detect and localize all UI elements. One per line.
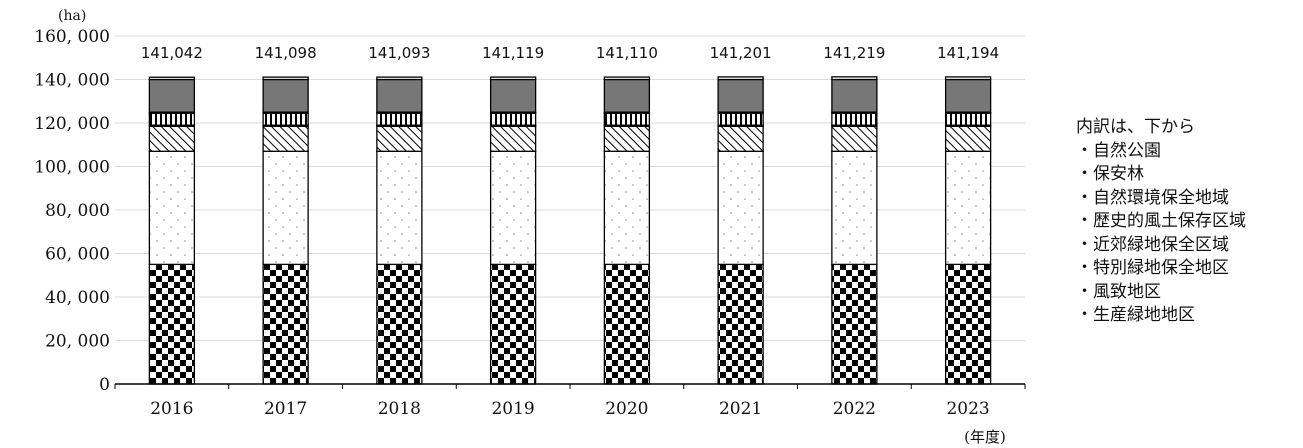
bar-segment-2016-1: [148, 150, 196, 266]
bar-segment-2017-7: [262, 76, 309, 81]
x-axis-unit: (年度): [964, 428, 1006, 446]
bar-segment-2020-6: [603, 78, 651, 113]
bar-segment-2021-4: [717, 112, 764, 126]
legend-item-protection-forest: ・保安林: [1076, 164, 1144, 184]
total-label-2018: 141,093: [368, 44, 430, 62]
bar-segment-2019-6: [489, 78, 537, 113]
bar-segment-2018-7: [376, 76, 423, 81]
bar-segment-2022-0: [831, 263, 878, 385]
x-tick-label-2016: 2016: [150, 399, 193, 419]
bar-segment-2018-0: [376, 263, 423, 385]
y-tick-label: 160, 000: [34, 27, 110, 47]
bar-segment-2020-7: [603, 76, 651, 81]
legend-item-historic-landscape-area: ・歴史的風土保存区域: [1076, 211, 1246, 231]
bar-segment-2016-4: [148, 112, 196, 126]
total-label-2020: 141,110: [596, 44, 658, 62]
y-tick-label: 120, 000: [34, 114, 110, 134]
bar-segment-2017-0: [262, 263, 309, 385]
legend-item-special-green-district: ・特別緑地保全地区: [1076, 258, 1229, 278]
bar-segment-2021-6: [717, 78, 764, 113]
bar-segment-2022-1: [831, 150, 878, 266]
y-tick-label: 60, 000: [45, 245, 110, 265]
bar-segment-2019-0: [489, 263, 537, 385]
bar-segment-2023-2: [944, 125, 992, 152]
bar-segment-2019-4: [489, 112, 537, 126]
total-label-2023: 141,194: [937, 44, 999, 62]
legend-item-suburban-green-area: ・近郊緑地保全区域: [1076, 234, 1229, 255]
x-tick-label-2022: 2022: [833, 399, 876, 419]
x-tick-label-2023: 2023: [946, 399, 989, 419]
bar-segment-2017-1: [262, 150, 309, 266]
x-tick-label-2020: 2020: [605, 399, 648, 419]
bar-segment-2019-1: [489, 150, 537, 266]
y-tick-label: 20, 000: [45, 332, 110, 352]
legend: 内訳は、下から ・自然公園 ・保安林 ・自然環境保全地域 ・歴史的風土保存区域 …: [1076, 116, 1246, 328]
bar-segment-2018-4: [376, 112, 423, 126]
bar-segment-2019-7: [489, 76, 537, 81]
y-tick-label: 140, 000: [34, 71, 110, 91]
bar-segment-2017-6: [262, 78, 309, 113]
bar-segment-2018-1: [376, 150, 423, 266]
y-tick-label: 80, 000: [45, 201, 110, 221]
bar-segment-2016-0: [148, 263, 196, 385]
bar-segment-2022-6: [831, 78, 878, 113]
bar-segment-2020-0: [603, 263, 651, 385]
total-label-2019: 141,119: [482, 44, 544, 62]
bar-segment-2021-0: [717, 263, 764, 385]
bar-segment-2016-2: [148, 125, 196, 152]
x-tick-label-2019: 2019: [491, 399, 534, 419]
bar-segment-2018-2: [376, 125, 423, 152]
legend-item-productive-green-district: ・生産緑地地区: [1076, 305, 1195, 325]
bar-segment-2023-1: [944, 150, 992, 266]
bar-segment-2016-6: [148, 78, 196, 113]
bar-segment-2022-7: [831, 76, 878, 81]
bar-segment-2020-1: [603, 150, 651, 266]
bar-segment-2020-4: [603, 112, 651, 126]
x-tick-label-2018: 2018: [378, 399, 421, 419]
legend-item-natural-park: ・自然公園: [1076, 140, 1161, 161]
x-tick-label-2021: 2021: [719, 399, 762, 419]
bar-segment-2022-4: [831, 112, 878, 126]
bar-segment-2017-2: [262, 125, 309, 152]
total-label-2017: 141,098: [255, 44, 317, 62]
y-axis-unit: (ha): [58, 8, 86, 24]
bar-segment-2023-7: [944, 76, 992, 81]
total-label-2016: 141,042: [141, 44, 203, 62]
bar-segment-2020-2: [603, 125, 651, 152]
bar-segment-2023-0: [944, 263, 992, 385]
legend-item-scenic-district: ・風致地区: [1076, 281, 1161, 302]
y-tick-label: 40, 000: [45, 288, 110, 308]
legend-item-nature-conservation-area: ・自然環境保全地域: [1076, 187, 1229, 208]
bar-segment-2017-4: [262, 112, 309, 126]
total-label-2022: 141,219: [823, 44, 885, 62]
bar-segment-2021-1: [717, 150, 764, 266]
bar-segment-2016-7: [148, 76, 196, 81]
x-tick-label-2017: 2017: [264, 399, 307, 419]
bar-segment-2019-2: [489, 125, 537, 152]
bar-segment-2023-4: [944, 112, 992, 126]
bar-segment-2023-6: [944, 78, 992, 113]
total-label-2021: 141,201: [710, 44, 772, 62]
bar-segment-2022-2: [831, 125, 878, 152]
y-tick-label: 0: [99, 375, 110, 395]
legend-title: 内訳は、下から: [1076, 117, 1195, 137]
bar-segment-2021-2: [717, 125, 764, 152]
bar-segment-2018-6: [376, 78, 423, 113]
bar-segment-2021-7: [717, 76, 764, 81]
y-tick-label: 100, 000: [34, 158, 110, 178]
